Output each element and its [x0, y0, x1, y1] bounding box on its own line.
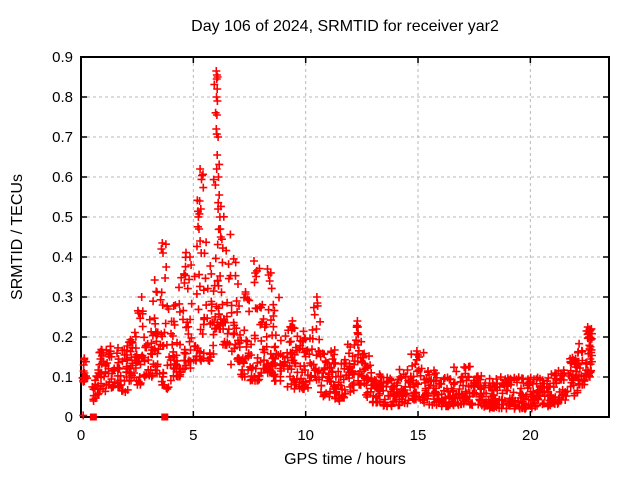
flagged-point-marker [161, 413, 169, 421]
y-tick-label: 0.1 [52, 369, 73, 386]
x-tick-label: 5 [189, 427, 197, 444]
x-axis-label: GPS time / hours [284, 451, 406, 468]
x-tick-label: 0 [77, 427, 85, 444]
plot-border [80, 56, 610, 418]
tick-labels: 0 5 10 15 20 0 0.1 0.2 0.3 0.4 0.5 0.6 0.7 0.8 0.9 [52, 49, 539, 444]
x-tick-label: 15 [410, 427, 427, 444]
y-tick-label: 0.2 [52, 329, 73, 346]
flagged-point-marker [89, 413, 97, 421]
y-axis-label: SRMTID / TECUs [9, 174, 26, 300]
y-tick-label: 0.5 [52, 209, 73, 226]
y-tick-label: 0.4 [52, 249, 73, 266]
y-tick-label: 0.6 [52, 169, 73, 186]
x-tick-label: 20 [522, 427, 539, 444]
y-tick-label: 0.3 [52, 289, 73, 306]
x-tick-label: 10 [297, 427, 314, 444]
y-tick-label: 0.7 [52, 129, 73, 146]
y-tick-label: 0.8 [52, 89, 73, 106]
chart-title: Day 106 of 2024, SRMTID for receiver yar… [191, 18, 499, 35]
data-points-srmtid [78, 67, 596, 420]
y-tick-label: 0.9 [52, 49, 73, 66]
data-points-layer [78, 67, 596, 421]
y-tick-label: 0 [65, 409, 73, 426]
